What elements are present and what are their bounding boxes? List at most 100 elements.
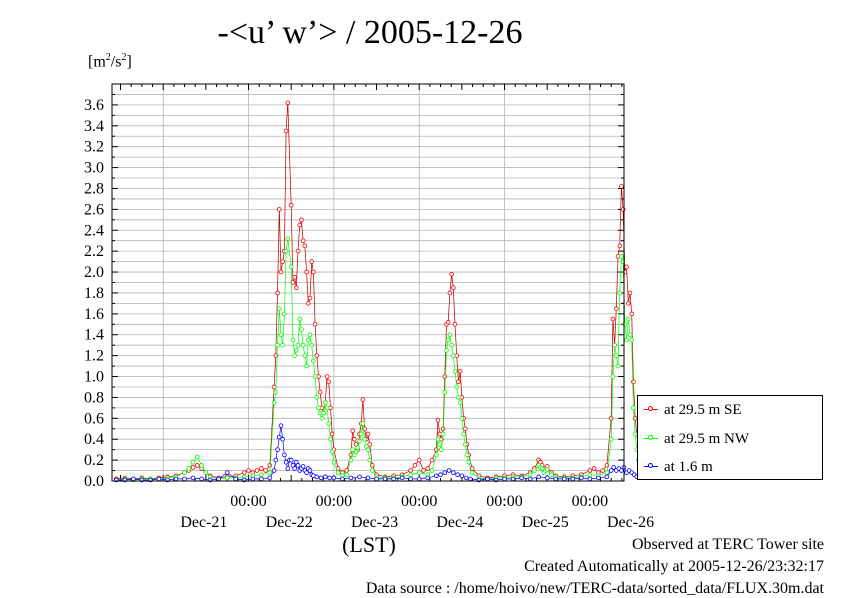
data-point	[466, 459, 471, 465]
data-point	[195, 454, 200, 460]
data-point	[321, 410, 326, 416]
data-point	[350, 428, 355, 434]
data-point	[317, 389, 323, 395]
data-point	[275, 342, 280, 348]
data-point	[323, 474, 328, 480]
data-point	[429, 457, 435, 463]
data-point	[425, 466, 431, 471]
y-tick-label: 2.4	[84, 222, 104, 239]
data-point	[288, 457, 294, 463]
data-point	[469, 470, 475, 475]
data-point	[596, 475, 601, 481]
data-point	[285, 100, 291, 106]
data-point	[631, 379, 636, 385]
data-point	[611, 465, 617, 470]
data-point	[369, 468, 375, 473]
data-point	[527, 472, 533, 478]
data-point	[246, 468, 251, 473]
data-point	[186, 466, 192, 471]
series-line	[116, 425, 659, 481]
data-point	[282, 452, 287, 458]
y-axis-ticks: 0.0 0.2 0.4 0.6 0.8 1.0 1.2 1.4 1.6 1.8 2.0 2.2 2.4 2…	[84, 93, 624, 490]
y-tick-label: 0.2	[84, 452, 104, 469]
data-point	[280, 342, 285, 348]
data-point	[131, 476, 136, 482]
data-point	[608, 468, 614, 473]
legend-label-se: at 29.5 m SE	[664, 402, 742, 418]
data-point	[627, 290, 633, 296]
data-point	[442, 389, 448, 395]
data-point	[348, 457, 354, 463]
data-point	[314, 353, 320, 358]
data-point	[290, 337, 296, 343]
footer-source: Data source : /home/hoivo/new/TERC-data/…	[365, 580, 824, 597]
data-point	[309, 259, 314, 264]
data-point	[297, 316, 303, 322]
data-point	[629, 337, 634, 343]
data-point	[216, 476, 221, 482]
data-point	[608, 416, 614, 421]
data-point	[358, 431, 364, 437]
data-point	[439, 447, 444, 452]
data-point	[316, 405, 321, 411]
data-point	[365, 475, 371, 481]
y-tick-label: 2.6	[84, 201, 104, 218]
y-tick-label: 1.8	[84, 285, 104, 302]
data-point	[391, 476, 396, 482]
y-tick-label: 3.0	[84, 160, 104, 177]
data-point	[304, 269, 309, 275]
data-point	[326, 421, 332, 426]
data-point	[617, 290, 623, 296]
data-point	[459, 473, 465, 479]
data-point	[463, 475, 469, 481]
data-point	[182, 476, 187, 482]
data-point	[357, 438, 362, 444]
data-point	[318, 475, 324, 481]
data-point	[362, 436, 367, 442]
data-point	[275, 290, 280, 296]
data-point	[456, 395, 461, 400]
data-point	[340, 476, 345, 482]
data-point	[156, 476, 162, 482]
data-point	[285, 466, 291, 471]
data-point	[295, 342, 301, 348]
data-point	[367, 457, 373, 463]
data-point	[292, 274, 297, 280]
legend-label-1-6m: at 1.6 m	[664, 459, 713, 475]
data-point	[416, 470, 422, 475]
series-connector	[116, 102, 659, 480]
data-point	[561, 476, 567, 482]
data-point	[250, 476, 256, 482]
legend-marker-nw	[648, 435, 653, 440]
data-point	[440, 431, 446, 437]
data-point	[624, 337, 629, 343]
data-point	[447, 332, 453, 338]
y-tick-label: 0.0	[84, 473, 104, 490]
data-point	[278, 332, 284, 338]
data-point	[632, 431, 638, 437]
data-point	[276, 434, 282, 440]
data-point	[544, 467, 550, 472]
x-time-label: 00:00	[316, 493, 352, 510]
data-point	[446, 468, 452, 473]
data-point	[614, 353, 619, 358]
data-point	[280, 259, 285, 264]
series-layer	[113, 100, 661, 483]
data-point	[457, 369, 463, 374]
data-point	[425, 475, 431, 481]
data-point	[456, 379, 461, 385]
data-point	[259, 476, 264, 482]
data-point	[449, 342, 454, 348]
data-point	[273, 457, 279, 463]
series-line	[116, 102, 659, 480]
y-tick-label: 2.0	[84, 264, 104, 281]
data-point	[307, 295, 313, 301]
data-point	[326, 379, 332, 385]
data-point	[408, 472, 413, 478]
data-point	[259, 472, 264, 478]
data-point	[408, 476, 413, 482]
data-point	[615, 363, 621, 369]
data-point	[374, 476, 379, 482]
data-point	[624, 264, 629, 270]
data-point	[435, 436, 441, 442]
